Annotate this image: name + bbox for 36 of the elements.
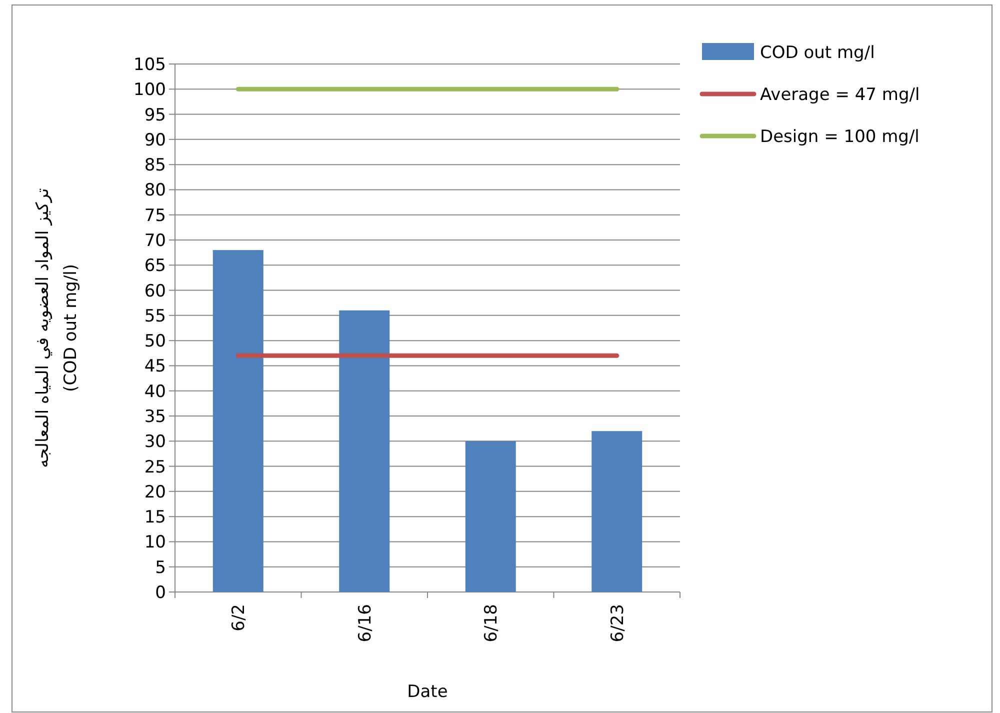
- y-tick-label: 85: [144, 156, 166, 176]
- y-tick-label: 35: [144, 407, 166, 427]
- bar: [339, 310, 390, 592]
- y-tick-label: 55: [144, 306, 166, 326]
- x-tick-label: 6/18: [482, 604, 502, 642]
- y-tick-label: 90: [144, 130, 166, 150]
- y-tick-label: 40: [144, 382, 166, 402]
- y-tick-label: 30: [144, 432, 166, 452]
- y-tick-label: 95: [144, 105, 166, 126]
- y-tick-label: 100: [134, 80, 166, 100]
- text: تركيز المواد العضويه في المياه المعالجه: [33, 188, 53, 468]
- y-tick-label: 15: [144, 508, 166, 528]
- bar: [465, 441, 516, 592]
- legend-label: COD out mg/l: [760, 43, 875, 63]
- y-tick-label: 75: [144, 206, 166, 226]
- x-tick-label: 6/16: [355, 604, 376, 642]
- y-tick-label: 25: [144, 457, 166, 478]
- bar: [212, 250, 264, 592]
- y-tick-label: 80: [144, 180, 166, 201]
- bar: [592, 431, 642, 592]
- legend-label: Average = 47 mg/l: [760, 85, 920, 105]
- y-tick-label: 60: [144, 281, 166, 302]
- x-tick-label: 6/2: [229, 604, 250, 632]
- y-tick-label: 50: [144, 332, 166, 352]
- text: (COD out mg/l): [61, 264, 81, 392]
- y-tick-label: 70: [144, 231, 166, 251]
- x-axis-title: Date: [407, 682, 448, 702]
- y-tick-label: 10: [144, 532, 166, 553]
- y-tick-label: 45: [144, 356, 166, 377]
- y-tick-label: 65: [144, 256, 166, 276]
- y-tick-label: 20: [144, 482, 166, 502]
- y-tick-label: 5: [155, 558, 166, 578]
- x-tick-label: 6/23: [608, 604, 628, 642]
- y-tick-label: 0: [155, 583, 166, 603]
- legend-label: Design = 100 mg/l: [760, 127, 920, 147]
- y-tick-label: 105: [134, 55, 166, 75]
